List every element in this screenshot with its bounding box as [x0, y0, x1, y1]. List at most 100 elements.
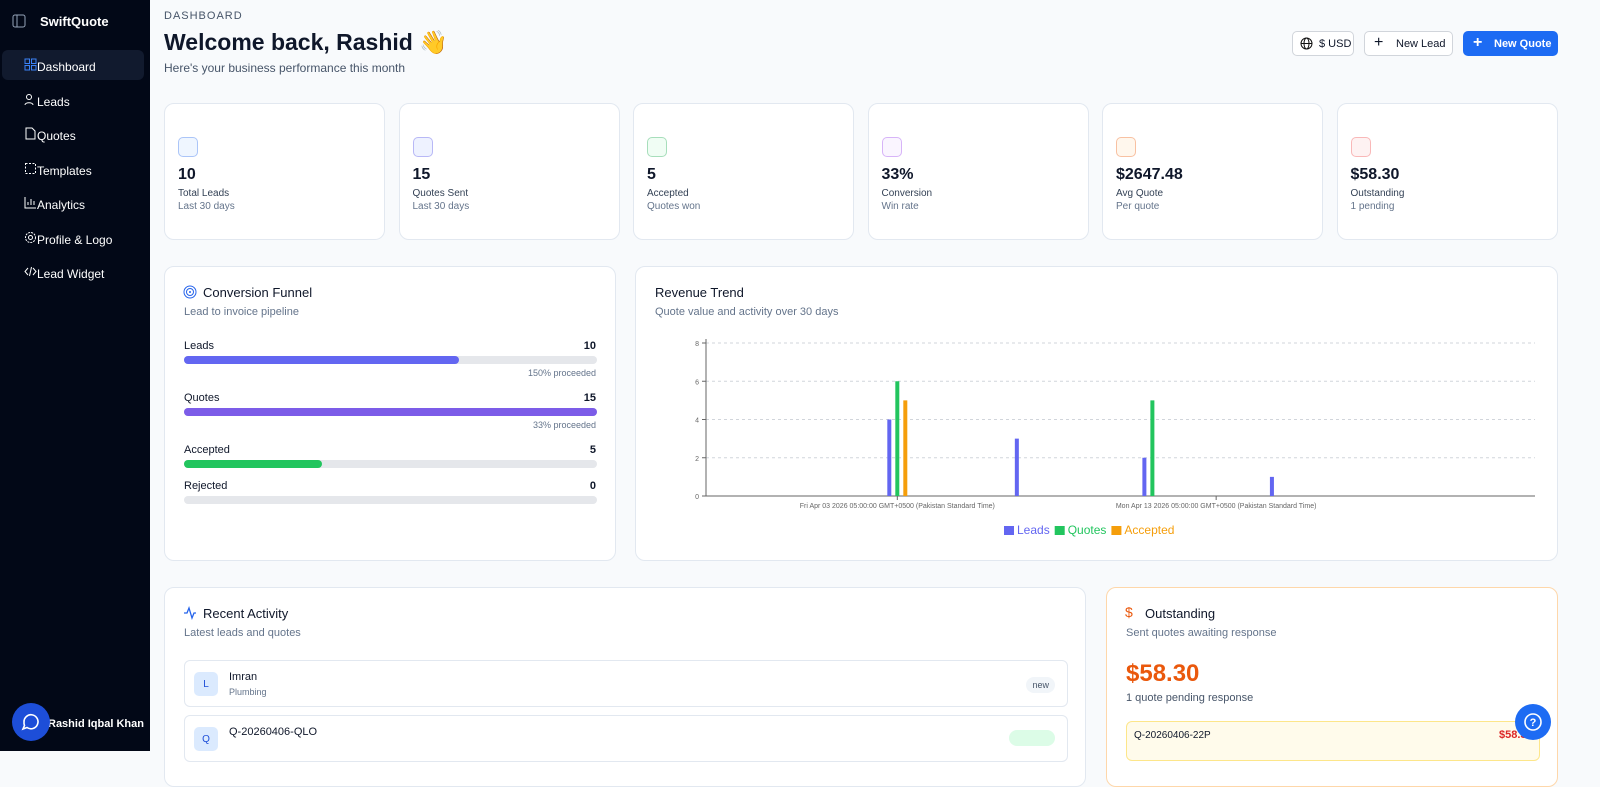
stat-icon: [647, 137, 667, 157]
nav-label: Templates: [37, 163, 92, 178]
nav-label: Profile & Logo: [37, 232, 113, 247]
card-title: Recent Activity: [203, 606, 289, 621]
nav-item[interactable]: Analytics: [2, 188, 144, 218]
nav-icon: [24, 58, 37, 71]
stage-value: 10: [583, 340, 596, 352]
stat-label: Quotes Sent: [412, 188, 469, 199]
bar: [1269, 476, 1274, 496]
avatar: L: [194, 672, 218, 696]
eyebrow: DASHBOARD: [164, 10, 243, 22]
stat-value: $58.30: [1350, 166, 1400, 183]
stat-value: $2647.48: [1116, 166, 1183, 183]
chart-subtitle: Quote value and activity over 30 days: [655, 306, 839, 318]
stage-note: 150% proceeded: [527, 368, 596, 378]
sidebar: SwiftQuote Rashid Iqbal Khan Dashboard Le…: [0, 0, 150, 751]
svg-text:?: ?: [1530, 717, 1537, 729]
chart-title: Revenue Trend: [655, 285, 744, 300]
stat-note: Win rate: [881, 201, 919, 212]
activity-row[interactable]: Q Q-20260406-QLO: [184, 715, 1068, 762]
stat-card: 15 Quotes Sent Last 30 days: [398, 103, 620, 240]
stat-card: 33% Conversion Win rate: [867, 103, 1089, 240]
button-label: New Lead: [1396, 38, 1446, 50]
y-tick-label: 4: [695, 418, 699, 425]
nav-item[interactable]: Lead Widget: [2, 257, 144, 287]
user-name: Rashid Iqbal Khan: [48, 718, 144, 730]
card-title: Outstanding: [1145, 606, 1216, 621]
avatar: Q: [194, 727, 218, 751]
legend-swatch: [1111, 526, 1122, 535]
nav-label: Analytics: [37, 198, 86, 212]
activity-row[interactable]: L Imran Plumbing new: [184, 660, 1068, 707]
bar: [1150, 400, 1155, 496]
help-button[interactable]: ?: [1515, 704, 1551, 740]
stat-note: Last 30 days: [178, 201, 235, 212]
funnel-card: Conversion Funnel Lead to invoice pipeli…: [164, 266, 616, 561]
stat-icon: [1350, 137, 1371, 157]
stage-value: 0: [589, 480, 596, 492]
nav-icon: [24, 197, 36, 209]
stage-value: 5: [589, 444, 596, 456]
bar: [1014, 438, 1019, 496]
nav-icon: [25, 231, 36, 243]
outstanding-row[interactable]: Q-20260406-22P $58.30: [1126, 721, 1540, 761]
card-subtitle: Latest leads and quotes: [184, 627, 301, 639]
bar: [903, 400, 908, 496]
quote-id: Q-20260406-22P: [1134, 730, 1211, 741]
stat-note: Quotes won: [647, 201, 701, 212]
legend-label: Accepted: [1124, 523, 1174, 537]
stage-track: [184, 496, 597, 504]
stat-icon: [881, 137, 902, 157]
stage-bar: [184, 460, 322, 468]
bar: [895, 381, 900, 496]
button-label: $ USD: [1319, 38, 1352, 50]
stat-note: Last 30 days: [412, 201, 470, 212]
stat-label: Conversion: [881, 188, 933, 199]
page-title: Welcome back, Rashid 👋: [164, 29, 448, 55]
legend-label: Leads: [1017, 523, 1050, 537]
stat-note: Per quote: [1116, 201, 1160, 212]
nav-item[interactable]: Quotes: [2, 119, 144, 149]
nav-icon: [24, 93, 34, 105]
y-tick-label: 0: [695, 494, 699, 501]
card-subtitle: Sent quotes awaiting response: [1126, 627, 1277, 639]
stat-icon: [1116, 137, 1136, 157]
nav-icon: [24, 266, 37, 277]
x-tick-label: Fri Apr 03 2026 05:00:00 GMT+0500 (Pakis…: [800, 503, 995, 510]
stage-name: Accepted: [184, 444, 230, 456]
stat-value: 15: [412, 166, 431, 183]
outstanding-amount: $58.30: [1126, 660, 1200, 687]
button-label: New Quote: [1494, 38, 1552, 50]
bar: [1142, 457, 1147, 496]
toggle-icon[interactable]: [12, 14, 26, 28]
nav-item[interactable]: Templates: [2, 154, 144, 184]
stat-label: Avg Quote: [1116, 188, 1164, 199]
x-tick-label: Mon Apr 13 2026 05:00:00 GMT+0500 (Pakis…: [1116, 503, 1317, 510]
nav-label: Quotes: [37, 129, 76, 143]
bar: [887, 419, 892, 496]
status-badge: new: [1026, 677, 1055, 693]
legend-swatch: [1054, 526, 1065, 535]
outstanding-note: 1 quote pending response: [1126, 692, 1254, 704]
nav-item[interactable]: Dashboard: [2, 50, 144, 80]
nav-item[interactable]: Profile & Logo: [2, 223, 144, 253]
stat-card: 10 Total Leads Last 30 days: [164, 103, 385, 240]
chart-card: Revenue Trend Quote value and activity o…: [635, 266, 1558, 561]
dollar-icon: $: [1125, 604, 1133, 620]
stage-track: [184, 460, 597, 468]
nav-item[interactable]: Leads: [2, 85, 144, 115]
stat-value: 33%: [881, 166, 914, 183]
new-quote-button[interactable]: + New Quote: [1463, 31, 1558, 56]
new-lead-button[interactable]: + New Lead: [1364, 31, 1453, 56]
stat-label: Outstanding: [1350, 188, 1405, 199]
stat-value: 5: [647, 166, 656, 183]
chat-button[interactable]: [12, 703, 50, 741]
page-subtitle: Here's your business performance this mo…: [164, 61, 406, 75]
stat-card: $2647.48 Avg Quote Per quote: [1102, 103, 1323, 240]
stat-note: 1 pending: [1350, 201, 1395, 212]
currency-button[interactable]: $ USD: [1292, 31, 1354, 56]
stage-bar: [184, 356, 460, 364]
stage-name: Quotes: [184, 392, 220, 404]
brand: SwiftQuote: [40, 14, 109, 29]
stage-value: 15: [583, 392, 596, 404]
activity-detail: Plumbing: [229, 687, 267, 697]
